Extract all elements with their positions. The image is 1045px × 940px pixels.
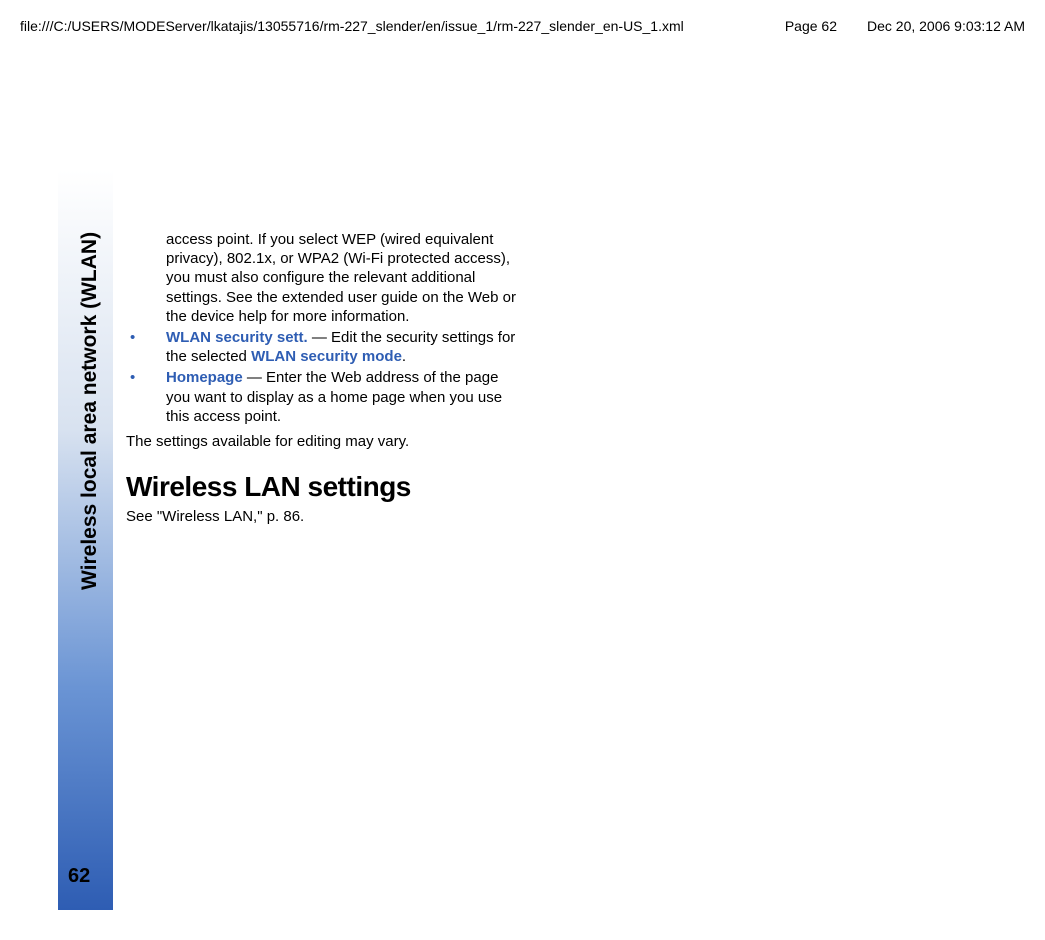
page-container: Wireless local area network (WLAN) 62 ac… [58,170,538,910]
header-right: Page 62 Dec 20, 2006 9:03:12 AM [785,18,1025,34]
header-timestamp: Dec 20, 2006 9:03:12 AM [867,18,1025,34]
section-heading: Wireless LAN settings [126,469,526,505]
bullet-marker: • [126,368,146,426]
bullet-item: • WLAN security sett. — Edit the securit… [126,328,526,366]
bullet-sep: — [308,329,331,346]
note-text: The settings available for editing may v… [126,432,526,451]
header-page-label: Page 62 [785,18,837,34]
bullet-term: Homepage [166,369,243,386]
bullet-sep: — [243,369,266,386]
bullet-desc-after: . [402,348,406,365]
bullet-text: Homepage — Enter the Web address of the … [146,368,526,426]
sidebar-section-title: Wireless local area network (WLAN) [78,232,102,590]
bullet-marker: • [126,328,146,366]
bullet-term: WLAN security sett. [166,329,308,346]
intro-continuation: access point. If you select WEP (wired e… [126,230,526,326]
print-header: file:///C:/USERS/MODEServer/lkatajis/130… [0,18,1045,34]
bullet-inline-term: WLAN security mode [251,348,402,365]
see-reference: See "Wireless LAN," p. 86. [126,507,526,526]
bullet-item: • Homepage — Enter the Web address of th… [126,368,526,426]
page-number: 62 [68,865,90,888]
bullet-text: WLAN security sett. — Edit the security … [146,328,526,366]
main-content: access point. If you select WEP (wired e… [126,230,526,526]
header-filepath: file:///C:/USERS/MODEServer/lkatajis/130… [20,18,684,34]
